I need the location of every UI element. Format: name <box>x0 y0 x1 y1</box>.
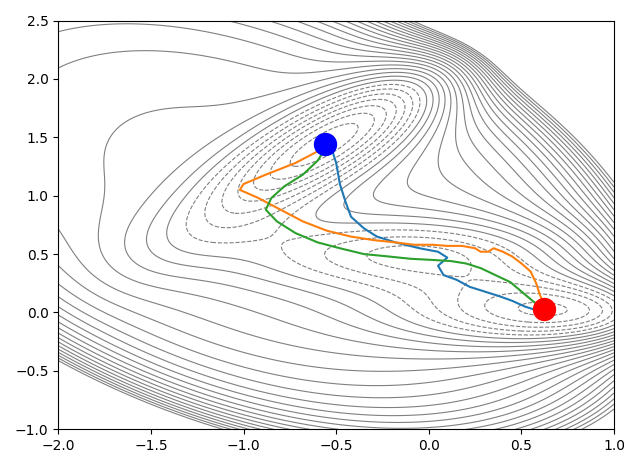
Point <box>320 140 330 148</box>
Point <box>539 306 549 313</box>
